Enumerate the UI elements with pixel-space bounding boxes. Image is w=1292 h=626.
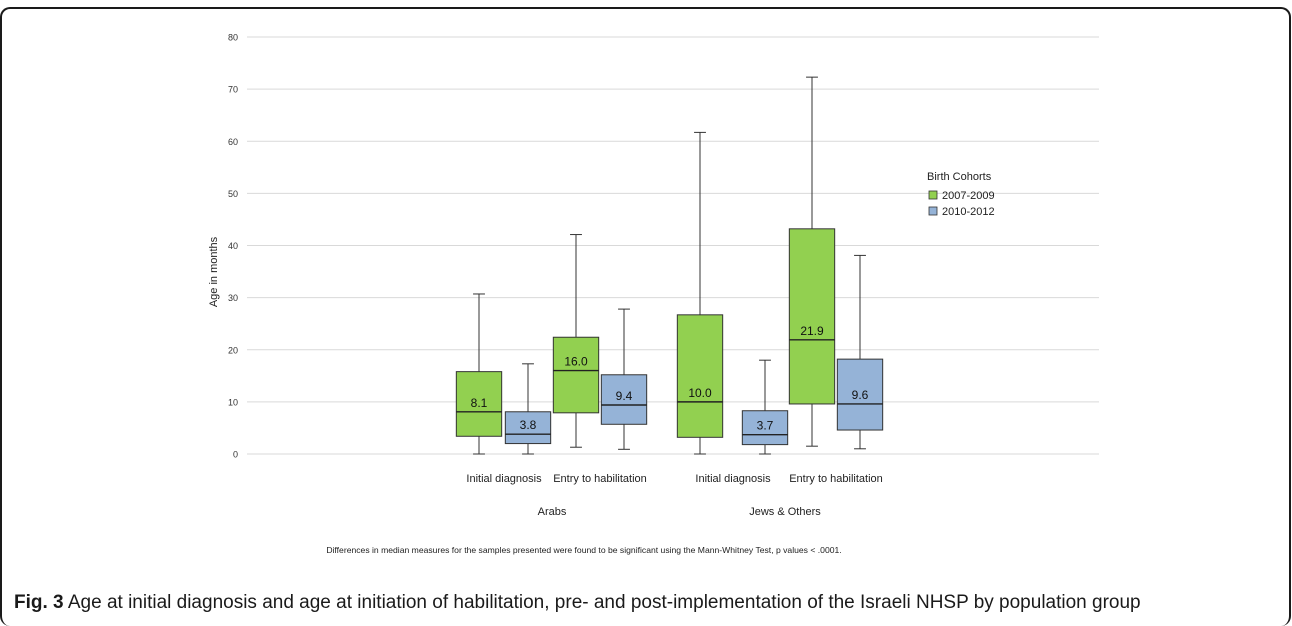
- median-label: 9.4: [616, 389, 633, 403]
- median-label: 8.1: [471, 396, 488, 410]
- y-tick-label: 70: [228, 85, 238, 95]
- box-cohort-2007-2009: 8.1: [455, 293, 503, 455]
- median-label: 21.9: [800, 324, 824, 338]
- median-label: 3.7: [757, 419, 774, 433]
- y-axis-title: Age in months: [208, 236, 220, 307]
- box-cohort-2007-2009: 16.0: [552, 234, 600, 448]
- box-cohort-2010-2012: 3.7: [741, 359, 789, 455]
- group-label: Jews & Others: [749, 506, 821, 518]
- y-tick-label: 10: [228, 397, 238, 407]
- box-cohort-2010-2012: 3.8: [504, 363, 552, 455]
- boxes: 8.1 16.0 10.0 21.9 3.8 9.4 3.7 9.6: [455, 76, 884, 455]
- category-label: Entry to habilitation: [789, 473, 883, 485]
- y-tick-label: 80: [228, 33, 238, 43]
- legend-entry-label: 2007-2009: [942, 190, 995, 202]
- y-tick-label: 50: [228, 189, 238, 199]
- box-iqr: [600, 374, 648, 425]
- box-cohort-2010-2012: 9.6: [836, 254, 884, 450]
- figure-label: Fig. 3: [14, 592, 64, 613]
- chart-panel: 0 10 20 30 40 50 60 70 80 Age in months 8.1 16.0 1…: [199, 22, 1107, 584]
- box-cohort-2010-2012: 9.4: [600, 308, 648, 450]
- box-iqr: [552, 336, 600, 414]
- box-iqr: [836, 358, 884, 431]
- y-axis: 0 10 20 30 40 50 60 70 80: [228, 33, 238, 460]
- y-tick-label: 20: [228, 345, 238, 355]
- caption-text: Age at initial diagnosis and age at init…: [63, 592, 1141, 613]
- median-label: 10.0: [688, 386, 712, 400]
- x-axis-labels: Initial diagnosis Entry to habilitation In…: [466, 473, 882, 518]
- box-iqr: [741, 410, 789, 446]
- y-tick-label: 30: [228, 293, 238, 303]
- y-tick-label: 0: [233, 450, 238, 460]
- box-cohort-2007-2009: 10.0: [676, 131, 724, 455]
- figure-caption: Fig. 3 Age at initial diagnosis and age …: [14, 592, 1284, 614]
- group-label: Arabs: [538, 506, 567, 518]
- legend-swatch: [928, 190, 938, 200]
- legend-entry-label: 2010-2012: [942, 206, 995, 218]
- legend-swatch: [928, 206, 938, 216]
- category-label: Initial diagnosis: [695, 473, 771, 485]
- median-label: 3.8: [520, 418, 537, 432]
- box-cohort-2007-2009: 21.9: [788, 76, 836, 447]
- gridlines: [247, 36, 1099, 455]
- category-label: Entry to habilitation: [553, 473, 647, 485]
- median-label: 16.0: [564, 355, 588, 369]
- median-label: 9.6: [852, 388, 869, 402]
- legend: Birth Cohorts 2007-2009 2010-2012: [927, 171, 995, 218]
- box-plot-chart: 0 10 20 30 40 50 60 70 80 Age in months 8.1 16.0 1…: [208, 33, 1099, 555]
- chart-footnote: Differences in median measures for the s…: [326, 545, 841, 555]
- y-tick-label: 40: [228, 241, 238, 251]
- box-iqr: [455, 371, 503, 437]
- category-label: Initial diagnosis: [466, 473, 542, 485]
- box-iqr: [504, 411, 552, 445]
- y-tick-label: 60: [228, 137, 238, 147]
- legend-title: Birth Cohorts: [927, 171, 992, 183]
- box-iqr: [788, 228, 836, 405]
- box-iqr: [676, 314, 724, 438]
